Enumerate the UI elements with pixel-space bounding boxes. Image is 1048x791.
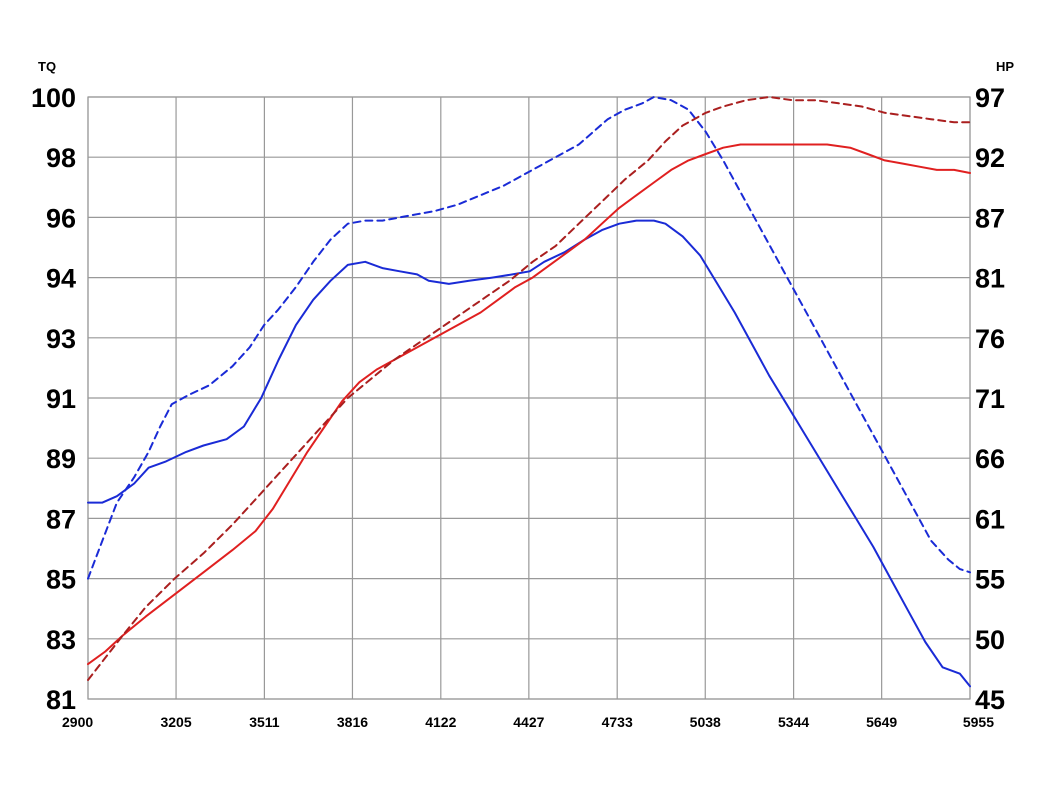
left-tick-label: 87 xyxy=(46,504,76,534)
x-axis-ticks: 2900 3205 3511 3816 4122 4427 4733 5038 5344 5649… xyxy=(62,714,994,730)
right-tick-label: 45 xyxy=(975,685,1005,715)
right-tick-label: 97 xyxy=(975,83,1005,113)
right-tick-label: 66 xyxy=(975,444,1005,474)
left-tick-label: 98 xyxy=(46,143,76,173)
series-line-3 xyxy=(87,143,971,666)
left-tick-label: 91 xyxy=(46,384,76,414)
x-tick-label: 4733 xyxy=(602,714,633,730)
x-tick-label: 5649 xyxy=(866,714,897,730)
right-tick-label: 92 xyxy=(975,143,1005,173)
left-axis-title: TQ xyxy=(38,59,56,74)
left-tick-label: 85 xyxy=(46,565,76,595)
x-tick-label: 3816 xyxy=(337,714,368,730)
left-tick-label: 94 xyxy=(46,264,76,294)
x-tick-label: 4427 xyxy=(513,714,544,730)
left-tick-label: 96 xyxy=(46,203,76,233)
right-tick-label: 76 xyxy=(975,324,1005,354)
right-axis-title: HP xyxy=(996,59,1014,74)
x-tick-label: 4122 xyxy=(425,714,456,730)
right-tick-label: 87 xyxy=(975,203,1005,233)
series-line-2 xyxy=(87,96,971,580)
left-tick-label: 89 xyxy=(46,444,76,474)
left-tick-label: 83 xyxy=(46,625,76,655)
right-tick-label: 81 xyxy=(975,264,1005,294)
x-tick-label: 5038 xyxy=(690,714,721,730)
x-tick-label: 2900 xyxy=(62,714,93,730)
right-tick-label: 61 xyxy=(975,504,1005,534)
right-tick-label: 55 xyxy=(975,565,1005,595)
x-tick-label: 3205 xyxy=(160,714,191,730)
x-tick-label: 5344 xyxy=(778,714,809,730)
right-tick-label: 50 xyxy=(975,625,1005,655)
left-tick-label: 93 xyxy=(46,324,76,354)
plot-frame xyxy=(87,96,971,700)
right-tick-label: 71 xyxy=(975,384,1005,414)
grid xyxy=(87,96,971,700)
series-line-1 xyxy=(87,219,971,688)
x-tick-label: 5955 xyxy=(963,714,994,730)
left-axis-ticks: 100 98 96 94 93 91 89 87 85 83 81 xyxy=(31,83,76,715)
left-tick-label: 81 xyxy=(46,685,76,715)
right-axis-ticks: 97 92 87 81 76 71 66 61 55 50 45 xyxy=(975,83,1005,715)
series-line-4 xyxy=(87,96,971,681)
series-group xyxy=(87,96,971,688)
left-tick-label: 100 xyxy=(31,83,76,113)
x-tick-label: 3511 xyxy=(249,714,280,730)
